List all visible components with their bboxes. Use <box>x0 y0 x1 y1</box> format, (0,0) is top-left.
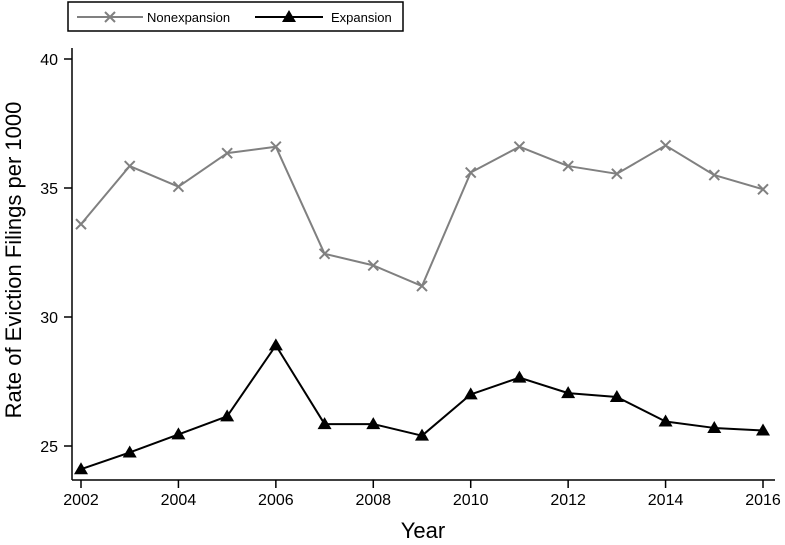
legend-marker-expansion <box>282 10 296 22</box>
x-tick-label: 2008 <box>355 492 391 509</box>
series-line-nonexpansion <box>80 144 764 288</box>
data-point-nonexpansion <box>124 160 136 172</box>
y-tick-label: 35 <box>40 181 58 198</box>
data-point-expansion <box>561 386 576 399</box>
data-point-nonexpansion <box>611 168 623 180</box>
data-point-nonexpansion <box>659 139 672 152</box>
series-line-expansion <box>80 344 764 471</box>
data-point-nonexpansion <box>318 248 331 260</box>
legend-label-expansion: Expansion <box>331 10 392 25</box>
y-tick-label: 30 <box>40 310 58 327</box>
data-point-expansion <box>512 370 527 383</box>
data-point-nonexpansion <box>221 147 233 159</box>
series-layer <box>74 139 770 475</box>
data-point-expansion <box>609 389 624 402</box>
data-point-expansion <box>707 420 722 433</box>
data-point-nonexpansion <box>757 183 769 195</box>
data-point-expansion <box>268 338 283 351</box>
y-axis-ticks: 25 30 35 40 <box>40 52 72 456</box>
x-axis-ticks: 2002 2004 2006 2008 2010 2012 2014 2016 <box>63 480 781 509</box>
legend: Nonexpansion Expansion <box>67 1 404 32</box>
y-axis-title: Rate of Eviction Filings per 1000 <box>1 102 26 419</box>
data-point-expansion <box>74 462 88 475</box>
series-expansion <box>74 338 770 475</box>
data-point-nonexpansion <box>75 218 87 230</box>
data-point-expansion <box>317 417 332 430</box>
x-tick-label: 2004 <box>161 492 197 509</box>
series-nonexpansion <box>75 139 769 292</box>
x-axis-title: Year <box>401 518 445 543</box>
data-point-expansion <box>658 414 673 427</box>
data-point-nonexpansion <box>513 141 526 153</box>
y-tick-label: 25 <box>40 439 58 456</box>
data-point-nonexpansion <box>708 169 720 181</box>
data-point-expansion <box>122 445 137 458</box>
x-tick-label: 2012 <box>550 492 586 509</box>
data-point-expansion <box>171 427 186 440</box>
data-point-expansion <box>756 423 770 436</box>
legend-marker-nonexpansion <box>104 11 116 23</box>
data-point-nonexpansion <box>367 259 379 272</box>
data-point-nonexpansion <box>416 280 428 292</box>
data-point-expansion <box>220 409 235 422</box>
data-point-nonexpansion <box>172 181 185 193</box>
x-tick-label: 2010 <box>453 492 489 509</box>
data-point-expansion <box>463 387 478 400</box>
data-point-nonexpansion <box>465 166 477 179</box>
x-tick-label: 2006 <box>258 492 294 509</box>
data-point-expansion <box>366 417 381 430</box>
x-tick-label: 2014 <box>648 492 684 509</box>
x-tick-label: 2016 <box>745 492 781 509</box>
data-point-expansion <box>415 428 429 441</box>
legend-label-nonexpansion: Nonexpansion <box>147 10 230 25</box>
x-tick-label: 2002 <box>63 492 99 509</box>
data-point-nonexpansion <box>562 160 574 172</box>
y-tick-label: 40 <box>40 52 58 69</box>
data-point-nonexpansion <box>270 141 282 153</box>
